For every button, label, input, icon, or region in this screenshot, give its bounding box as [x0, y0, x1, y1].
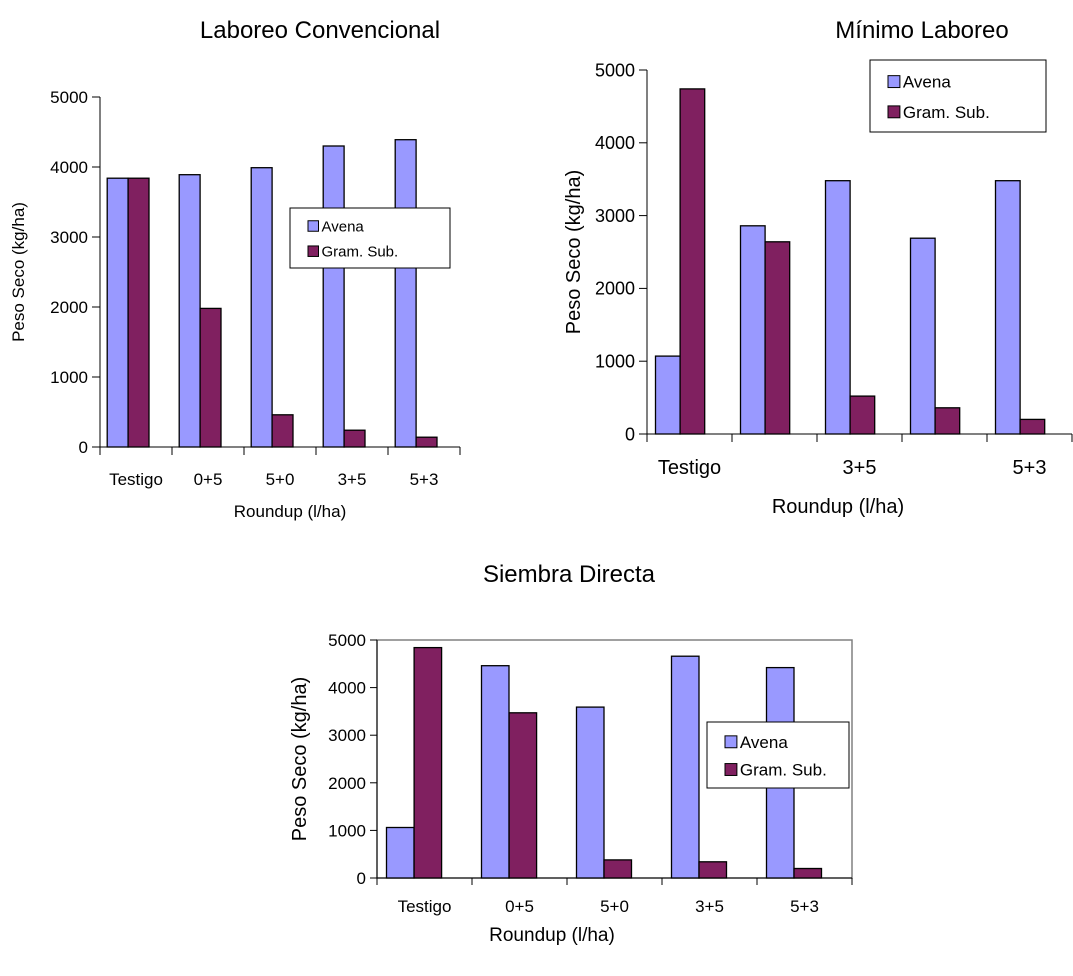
y-tick-label: 2000 [50, 298, 88, 317]
x-tick-label: 0+5 [194, 470, 223, 489]
x-tick-label: 0+5 [505, 897, 534, 916]
bar-gram-sub [508, 712, 538, 879]
bar-gram-sub [1019, 418, 1046, 435]
bar-avena [480, 665, 510, 879]
x-tick-label: 5+3 [790, 897, 819, 916]
bar-avena [106, 177, 129, 448]
bar-gram-sub [413, 646, 443, 879]
bar-gram-sub [934, 407, 961, 435]
x-tick-label: Testigo [658, 457, 721, 479]
bar-avena [575, 706, 605, 879]
x-tick-label: Testigo [109, 470, 163, 489]
x-axis-label: Roundup (l/ha) [234, 502, 346, 521]
chart-1: Laboreo Convencional 0 1000 2000 3000 4000 500… [9, 17, 461, 521]
chart-title: Siembra Directa [483, 561, 656, 588]
chart-3: Siembra Directa 0 1000 2000 3000 4000 5000 Test… [289, 561, 853, 946]
legend-label: Avena [903, 73, 951, 92]
legend-label: Gram. Sub. [740, 760, 827, 779]
x-tick-label: 5+3 [410, 470, 439, 489]
y-tick-label: 4000 [595, 133, 635, 153]
y-tick-label: 3000 [595, 206, 635, 226]
bar-avena [739, 225, 766, 435]
y-tick-label: 1000 [328, 821, 366, 840]
legend-swatch-avena [307, 220, 319, 232]
x-tick-label: 5+0 [600, 897, 629, 916]
x-tick-label: 3+5 [338, 470, 367, 489]
legend: Avena Gram. Sub. [869, 59, 1047, 133]
bar-gram-sub [415, 436, 438, 448]
y-tick-label: 0 [79, 438, 88, 457]
x-tick-label: 5+0 [266, 470, 295, 489]
bar-gram-sub [343, 429, 366, 448]
legend-box [706, 721, 850, 789]
y-tick-label: 5000 [595, 60, 635, 80]
y-tick-label: 4000 [50, 158, 88, 177]
y-tick-label: 3000 [50, 228, 88, 247]
x-tick-label: Testigo [398, 897, 452, 916]
bar-avena [394, 139, 417, 448]
x-axis-label: Roundup (l/ha) [489, 925, 615, 946]
bar-avena [994, 180, 1021, 435]
bar-gram-sub [849, 395, 876, 435]
y-tick-label: 0 [357, 869, 366, 888]
legend-box [869, 59, 1047, 133]
bar-gram-sub [603, 859, 633, 879]
chart-title: Laboreo Convencional [200, 17, 440, 44]
legend-swatch-gram-sub [887, 105, 901, 119]
bar-avena [670, 655, 700, 879]
chart-title: Mínimo Laboreo [835, 17, 1008, 44]
bar-avena [250, 167, 273, 448]
y-tick-label: 4000 [328, 679, 366, 698]
x-axis-label: Roundup (l/ha) [772, 496, 904, 518]
y-tick-label: 5000 [50, 88, 88, 107]
x-tick-label: 3+5 [695, 897, 724, 916]
legend-label: Avena [740, 733, 788, 752]
chart-2: Mínimo Laboreo 0 1000 2000 3000 4000 5000 Testi… [563, 17, 1073, 518]
legend: Avena Gram. Sub. [706, 721, 850, 789]
legend-swatch-avena [887, 75, 901, 89]
bar-gram-sub [271, 414, 294, 448]
y-tick-label: 3000 [328, 726, 366, 745]
legend-label: Gram. Sub. [322, 243, 399, 260]
legend-label: Gram. Sub. [903, 103, 990, 122]
legend: Avena Gram. Sub. [289, 207, 451, 269]
bar-avena [322, 145, 345, 448]
bar-avena [824, 180, 851, 435]
bar-gram-sub [764, 241, 791, 435]
bar-gram-sub [679, 88, 706, 435]
legend-box [289, 207, 451, 269]
y-tick-label: 1000 [50, 368, 88, 387]
bar-gram-sub [793, 867, 823, 879]
bar-avena [909, 237, 936, 435]
legend-swatch-gram-sub [307, 245, 319, 257]
legend-swatch-avena [724, 735, 738, 749]
y-axis-label: Peso Seco (kg/ha) [9, 202, 28, 342]
y-tick-label: 0 [625, 424, 635, 444]
y-tick-label: 2000 [328, 774, 366, 793]
y-tick-label: 2000 [595, 279, 635, 299]
bar-avena [654, 355, 681, 435]
x-tick-label: 5+3 [1013, 457, 1047, 479]
bar-avena [178, 174, 201, 448]
bar-gram-sub [199, 307, 222, 448]
y-axis-label: Peso Seco (kg/ha) [563, 170, 585, 335]
y-axis-label: Peso Seco (kg/ha) [289, 677, 311, 842]
bar-gram-sub [127, 177, 150, 448]
legend-label: Avena [322, 218, 365, 235]
bar-gram-sub [698, 861, 728, 879]
x-tick-label: 3+5 [843, 457, 877, 479]
y-tick-label: 1000 [595, 352, 635, 372]
legend-swatch-gram-sub [724, 763, 738, 776]
bar-avena [385, 826, 415, 879]
y-tick-label: 5000 [328, 631, 366, 650]
